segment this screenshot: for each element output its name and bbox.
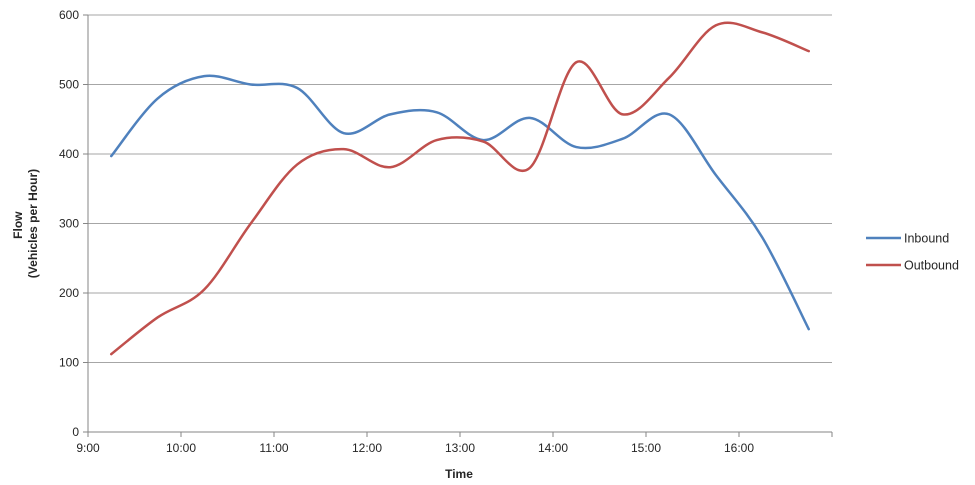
legend-label-outbound: Outbound bbox=[904, 259, 959, 273]
x-tick-label: 9:00 bbox=[76, 441, 100, 455]
x-tick-label: 16:00 bbox=[724, 441, 754, 455]
y-axis-title-line-2: (Vehicles per Hour) bbox=[26, 169, 40, 278]
series-lines bbox=[110, 21, 810, 356]
x-tick-label: 14:00 bbox=[538, 441, 568, 455]
x-tick-label: 10:00 bbox=[166, 441, 196, 455]
y-tick-label: 100 bbox=[59, 356, 79, 370]
x-tick-label: 13:00 bbox=[445, 441, 475, 455]
y-tick-label: 500 bbox=[59, 78, 79, 92]
legend: Inbound Outbound bbox=[866, 232, 959, 273]
gridlines bbox=[88, 14, 832, 363]
axes bbox=[83, 14, 833, 437]
x-tick-label: 11:00 bbox=[259, 441, 288, 455]
y-tick-label: 300 bbox=[59, 217, 79, 231]
y-tick-label: 400 bbox=[59, 147, 79, 161]
x-tick-label: 12:00 bbox=[352, 441, 382, 455]
legend-label-inbound: Inbound bbox=[904, 232, 949, 246]
legend-item-inbound: Inbound bbox=[866, 232, 949, 246]
series-line-inbound bbox=[110, 74, 810, 331]
tick-labels: 0 100 200 300 400 500 600 9:00 10:00 11:00 12:00 13… bbox=[59, 8, 754, 455]
y-tick-label: 200 bbox=[59, 286, 79, 300]
y-tick-label: 0 bbox=[72, 425, 79, 439]
series-line-outbound bbox=[110, 21, 810, 356]
legend-item-outbound: Outbound bbox=[866, 259, 959, 273]
y-axis-title-line-1: Flow bbox=[11, 211, 25, 239]
y-axis-title: Flow (Vehicles per Hour) bbox=[11, 169, 40, 278]
x-tick-label: 15:00 bbox=[631, 441, 661, 455]
y-tick-label: 600 bbox=[59, 8, 79, 22]
x-axis-title: Time bbox=[445, 467, 473, 481]
